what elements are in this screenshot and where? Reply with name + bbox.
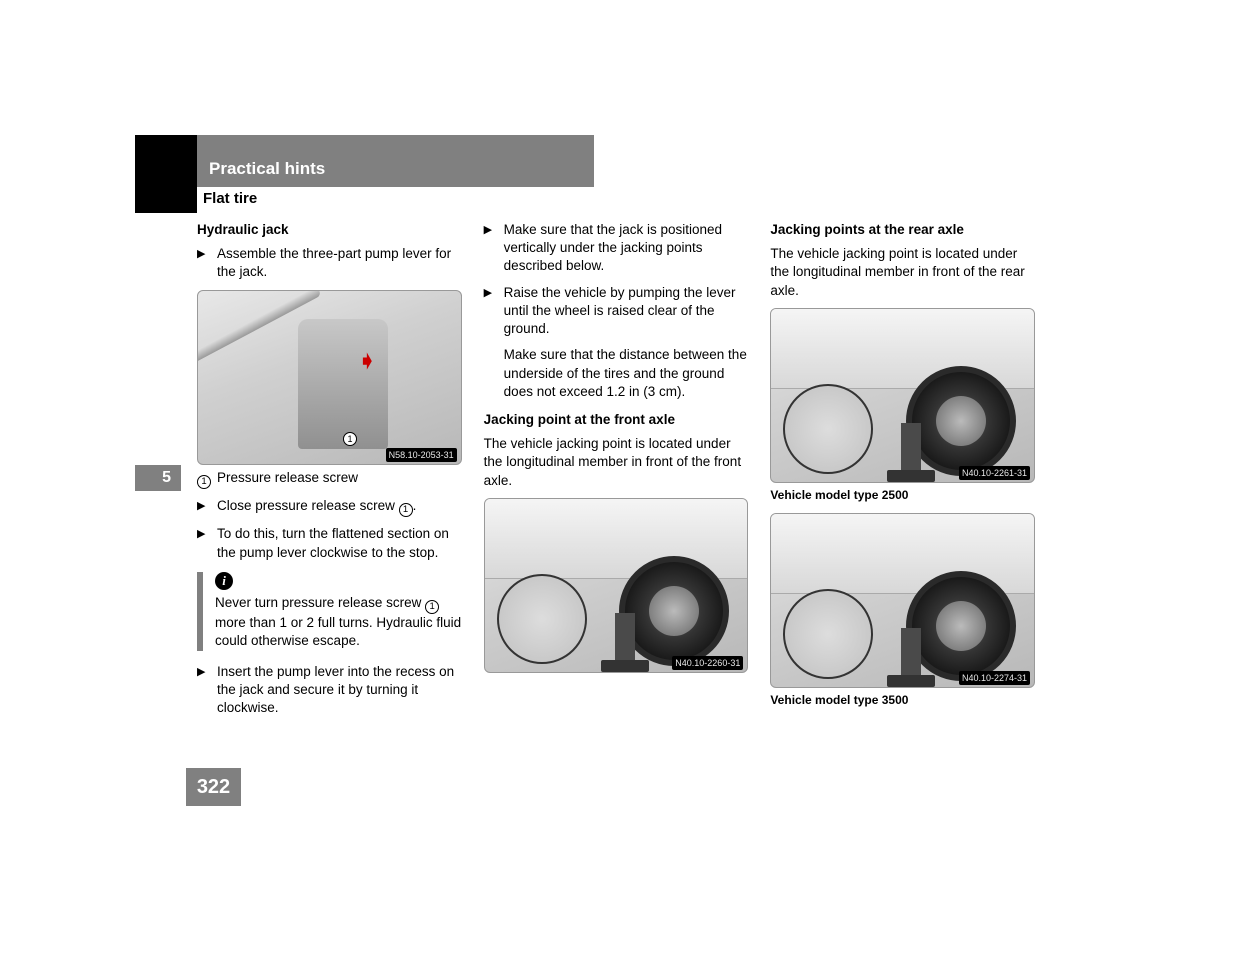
step-turn-clockwise: ▶ To do this, turn the flattened section… [197,525,462,561]
detail-inset-circle [497,574,587,664]
info-icon: i [215,572,233,590]
jack-base-illustration [887,470,935,482]
jack-base-illustration [601,660,649,672]
step-raise-vehicle: ▶ Raise the vehicle by pumping the lever… [484,284,749,339]
figure-rear-axle-2500: N40.10-2261-31 [770,308,1035,483]
column-1: Hydraulic jack ▶ Assemble the three-part… [197,221,462,725]
figure-code: N40.10-2260-31 [672,656,743,670]
jack-base-illustration [887,675,935,687]
step-close-screw: ▶ Close pressure release screw 1. [197,497,462,517]
callout-number-circle: 1 [197,469,211,489]
inline-callout-1: 1 [399,503,413,517]
jack-body-illustration [298,319,388,449]
figure-code: N40.10-2261-31 [959,466,1030,480]
column-2: ▶ Make sure that the jack is positioned … [484,221,749,725]
wheel-hub [649,586,699,636]
triangle-bullet-icon: ▶ [197,499,205,514]
content-columns: Hydraulic jack ▶ Assemble the three-part… [135,221,1035,725]
caption-2500: Vehicle model type 2500 [770,487,1035,503]
section-black-block [135,187,197,213]
step-text-pre: Close pressure release screw [217,498,399,513]
wheel-illustration [906,571,1016,681]
step-position-jack: ▶ Make sure that the jack is positioned … [484,221,749,276]
step-text: To do this, turn the flattened section o… [217,526,449,559]
triangle-bullet-icon: ▶ [197,665,205,680]
front-axle-text: The vehicle jacking point is located und… [484,435,749,490]
detail-inset-circle [783,384,873,474]
step-text: Assemble the three-part pump lever for t… [217,246,451,279]
triangle-bullet-icon: ▶ [484,223,492,238]
triangle-bullet-icon: ▶ [197,247,205,262]
column-3: Jacking points at the rear axle The vehi… [770,221,1035,725]
figure-code: N58.10-2053-31 [386,448,457,462]
step-assemble-lever: ▶ Assemble the three-part pump lever for… [197,245,462,281]
step-text: Make sure that the jack is positioned ve… [504,222,722,273]
wheel-hub [936,396,986,446]
section-title: Flat tire [203,190,257,207]
info-note-block: i Never turn pressure release screw 1 mo… [197,572,462,651]
callout-text: Pressure release screw [217,470,358,485]
wheel-illustration [619,556,729,666]
callout-marker-1: 1 [343,432,357,446]
rear-axle-text: The vehicle jacking point is located und… [770,245,1035,300]
figure-front-axle: N40.10-2260-31 [484,498,749,673]
info-text-post: more than 1 or 2 full turns. Hydraulic f… [215,615,461,648]
info-text: Never turn pressure release screw 1 more… [215,594,462,651]
header-black-block [135,135,197,187]
callout-legend-1: 1 Pressure release screw [197,469,462,487]
step-text: Insert the pump lever into the recess on… [217,664,454,715]
section-bar: Flat tire [135,187,1035,213]
wheel-illustration [906,366,1016,476]
triangle-bullet-icon: ▶ [484,286,492,301]
inline-callout-1: 1 [425,600,439,614]
caption-3500: Vehicle model type 3500 [770,692,1035,708]
clearance-note: Make sure that the distance between the … [484,346,749,401]
step-text: Raise the vehicle by pumping the lever u… [504,285,736,336]
wheel-hub [936,601,986,651]
heading-rear-axle: Jacking points at the rear axle [770,221,1035,239]
heading-front-axle: Jacking point at the front axle [484,411,749,429]
figure-hydraulic-jack: ➧ 1 N58.10-2053-31 [197,290,462,465]
step-insert-lever: ▶ Insert the pump lever into the recess … [197,663,462,718]
step-text-post: . [413,498,417,513]
detail-inset-circle [783,589,873,679]
page-number: 322 [186,768,241,806]
heading-hydraulic-jack: Hydraulic jack [197,221,462,239]
red-arrow-icon: ➧ [358,346,376,376]
chapter-tab: 5 [135,465,181,491]
figure-rear-axle-3500: N40.10-2274-31 [770,513,1035,688]
header-bar: Practical hints [135,135,1035,187]
info-text-pre: Never turn pressure release screw [215,595,425,610]
triangle-bullet-icon: ▶ [197,527,205,542]
chapter-title: Practical hints [197,135,594,187]
figure-code: N40.10-2274-31 [959,671,1030,685]
